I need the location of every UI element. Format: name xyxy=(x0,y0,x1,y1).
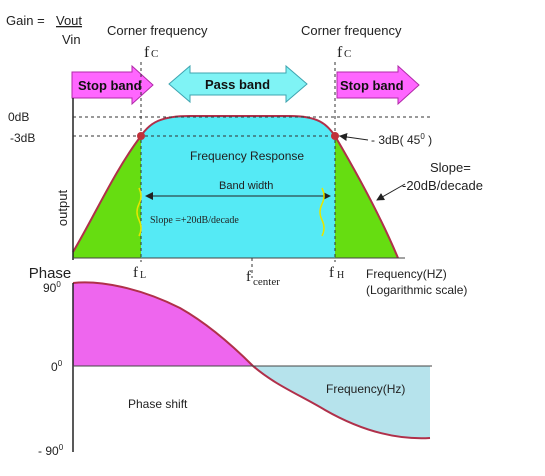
minus3-note-value: - 3dB( 45 xyxy=(371,133,421,147)
minus3-note: - 3dB( 450 ) xyxy=(371,132,432,147)
stop-region-right xyxy=(335,136,398,258)
frequency-response-title: Frequency Response xyxy=(190,149,304,163)
pass-band-label: Pass band xyxy=(205,77,270,92)
phase-tick-90-degree: 0 xyxy=(56,280,61,289)
response-y-axis-label: output xyxy=(55,190,70,227)
phase-tick-90-value: 90 xyxy=(43,281,57,295)
slope-mark-right xyxy=(319,187,325,237)
phase-tick-m90-value: - 90 xyxy=(38,444,59,458)
phase-title: Phase xyxy=(29,265,72,282)
phase-tick-90: 900 xyxy=(43,280,61,295)
cutoff-marker-left xyxy=(137,132,145,140)
phase-tick-m90-degree: 0 xyxy=(59,443,64,452)
phase-plot xyxy=(72,281,432,452)
phase-tick-0-value: 0 xyxy=(51,360,58,374)
fh-subscript: H xyxy=(337,270,344,281)
minus3-note-arrow xyxy=(339,133,369,141)
fc-right-symbol: f xyxy=(337,44,343,61)
stop-band-left-label: Stop band xyxy=(78,78,142,93)
cutoff-marker-right xyxy=(331,132,339,140)
slope-neg-line2: -20dB/decade xyxy=(402,178,483,193)
slope-neg-arrow xyxy=(376,183,406,201)
fc-left-symbol: f xyxy=(144,44,150,61)
response-curve xyxy=(72,115,399,259)
corner-freq-right-label: Corner frequency xyxy=(301,23,402,38)
phase-tick-0-degree: 0 xyxy=(58,359,63,368)
fl-subscript: L xyxy=(140,270,146,281)
pass-band-arrow: Pass band xyxy=(168,64,308,104)
slope-pos-label: Slope =+20dB/decade xyxy=(150,215,239,226)
gain-denominator: Vin xyxy=(62,32,81,47)
slope-mark-left xyxy=(136,187,142,237)
gain-prefix: Gain = xyxy=(6,13,45,28)
fc-left-subscript: C xyxy=(151,48,158,60)
fl-symbol: f xyxy=(133,265,138,281)
stop-band-left-arrow: Stop band xyxy=(71,64,154,106)
phase-negative-region xyxy=(253,366,430,439)
fc-right-subscript: C xyxy=(344,48,351,60)
phase-positive-region xyxy=(73,282,253,366)
x-axis-note-line1: Frequency(HZ) xyxy=(366,267,447,281)
pass-region xyxy=(141,116,335,258)
phase-shift-label: Phase shift xyxy=(128,397,188,411)
stop-region-left xyxy=(73,136,141,258)
stop-band-right-arrow: Stop band xyxy=(336,64,420,106)
phase-tick-0: 00 xyxy=(51,359,63,374)
fcenter-subscript: center xyxy=(253,276,280,288)
x-axis-note-line2: (Logarithmic scale) xyxy=(366,283,467,297)
zero-db-label: 0dB xyxy=(8,110,29,124)
fh-symbol: f xyxy=(329,265,334,281)
minus3-db-label: -3dB xyxy=(10,131,35,145)
gain-numerator: Vout xyxy=(56,13,82,28)
minus3-note-close: ) xyxy=(425,133,432,147)
slope-neg-line1: Slope= xyxy=(430,160,471,175)
fcenter-symbol: f xyxy=(246,269,251,285)
response-plot xyxy=(72,62,430,278)
corner-freq-left-label: Corner frequency xyxy=(107,23,208,38)
minus3-note-degree: 0 xyxy=(420,132,425,141)
phase-frequency-label: Frequency(Hz) xyxy=(326,382,405,396)
bandwidth-label: Band width xyxy=(219,180,273,192)
phase-tick-m90: - 900 xyxy=(38,443,64,458)
stop-band-right-label: Stop band xyxy=(340,78,404,93)
